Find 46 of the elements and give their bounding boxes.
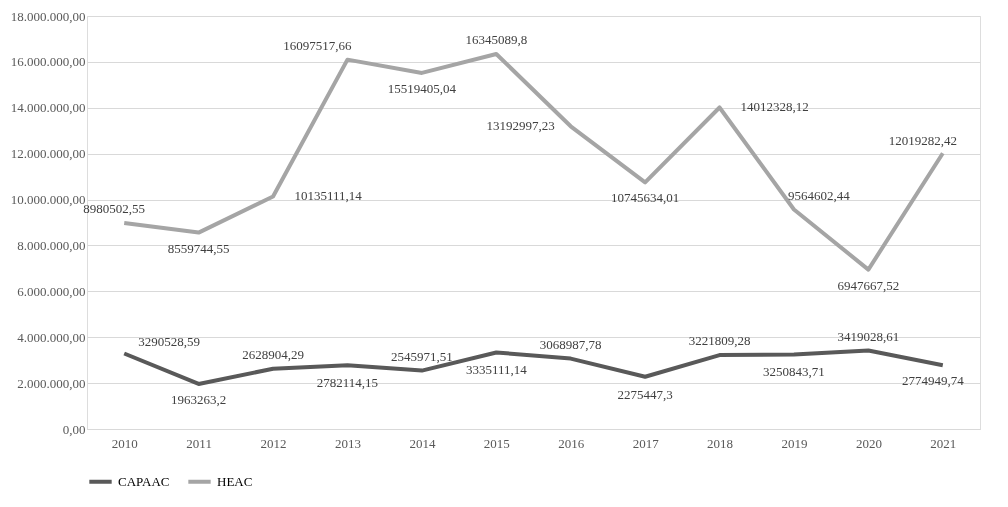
data-label: 2782114,15 (316, 375, 379, 391)
data-label: 9564602,44 (788, 187, 851, 203)
data-label: 2275447,3 (617, 386, 673, 402)
x-tick-label: 2017 (632, 435, 660, 451)
data-label: 10135111,14 (294, 188, 363, 204)
x-tick-label: 2020 (855, 435, 882, 451)
data-label: 3335111,14 (465, 362, 528, 378)
y-tick-label: 2.000.000,00 (17, 375, 86, 391)
x-tick-label: 2019 (781, 435, 808, 451)
data-label: 3290528,59 (138, 333, 201, 349)
x-tick-label: 2011 (186, 435, 212, 451)
y-tick-label: 14.000.000,00 (10, 100, 86, 116)
data-label: 2545971,51 (391, 348, 453, 364)
data-label: 3419028,61 (837, 328, 900, 344)
data-label: 15519405,04 (387, 80, 457, 96)
data-label: 12019282,42 (888, 133, 957, 149)
x-tick-label: 2013 (334, 435, 361, 451)
data-label: 8559744,55 (167, 240, 230, 256)
data-label: 2774949,74 (901, 373, 965, 389)
y-tick-label: 6.000.000,00 (17, 283, 86, 299)
legend-label: HEAC (217, 473, 253, 489)
x-tick-label: 2015 (483, 435, 510, 451)
data-label: 3068987,78 (539, 336, 602, 352)
data-label: 14012328,12 (740, 99, 809, 115)
legend-label: CAPAAC (118, 473, 170, 489)
y-tick-label: 16.000.000,00 (10, 54, 86, 70)
y-tick-label: 0,00 (62, 421, 86, 437)
y-tick-label: 4.000.000,00 (17, 329, 86, 345)
x-tick-label: 2016 (558, 435, 585, 451)
x-tick-label: 2014 (409, 435, 436, 451)
y-tick-label: 12.000.000,00 (10, 146, 86, 162)
data-label: 16345089,8 (465, 31, 528, 47)
data-label: 16097517,66 (283, 37, 353, 53)
data-label: 2628904,29 (242, 346, 304, 362)
x-tick-label: 2012 (260, 435, 287, 451)
data-label: 3221809,28 (688, 333, 751, 349)
x-tick-label: 2018 (707, 435, 734, 451)
x-tick-label: 2021 (930, 435, 957, 451)
data-label: 1963263,2 (171, 391, 227, 407)
data-label: 3250843,71 (763, 364, 825, 380)
x-tick-label: 2010 (111, 435, 138, 451)
y-tick-label: 18.000.000,00 (10, 8, 86, 24)
data-label: 13192997,23 (486, 118, 555, 134)
y-tick-label: 8.000.000,00 (17, 237, 86, 253)
data-label: 10745634,01 (611, 190, 680, 206)
data-label: 6947667,52 (837, 277, 900, 293)
